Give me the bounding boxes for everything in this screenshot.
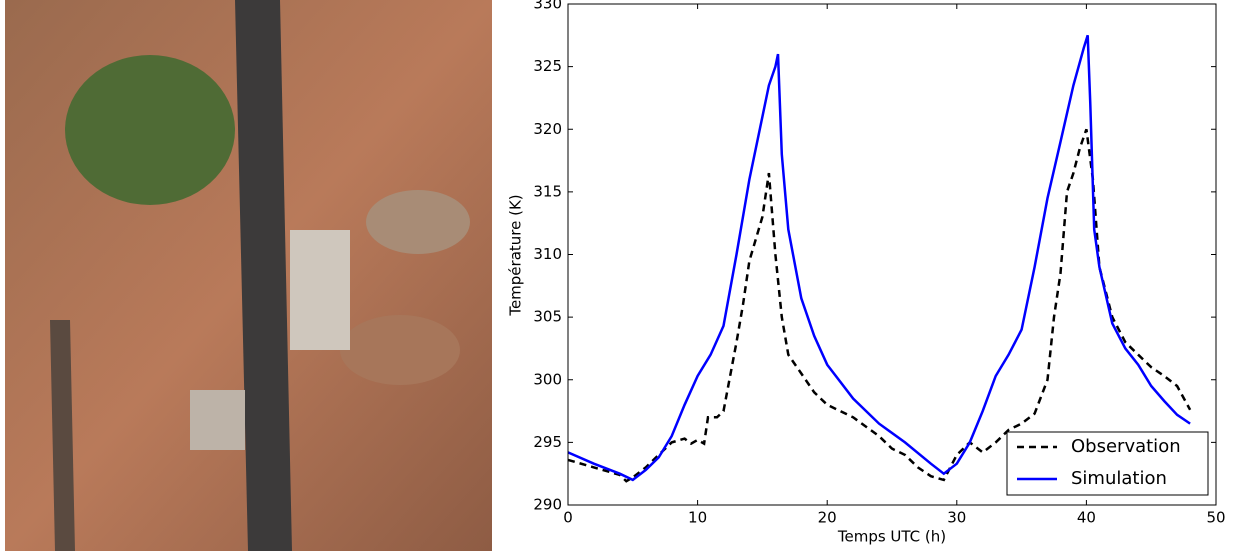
series-line — [567, 128, 1192, 483]
legend: Observation Simulation — [1006, 431, 1209, 496]
y-tick-label: 305 — [533, 308, 562, 326]
white-building — [290, 230, 350, 350]
x-tick-label: 0 — [563, 509, 573, 527]
y-tick-label: 295 — [533, 433, 562, 451]
x-tick-label: 20 — [818, 509, 837, 527]
legend-label: Simulation — [1071, 468, 1167, 489]
y-tick-label: 310 — [533, 245, 562, 263]
main-street — [235, 0, 292, 551]
x-axis-label: Temps UTC (h) — [837, 528, 946, 546]
side-street — [50, 320, 75, 551]
x-tick-label: 40 — [1077, 509, 1096, 527]
x-tick-label: 10 — [688, 509, 707, 527]
y-axis-label: Température (K) — [507, 194, 525, 316]
aerial-photo — [5, 0, 492, 551]
legend-label: Observation — [1071, 436, 1181, 457]
plot-frame — [567, 3, 1217, 506]
y-tick-label: 320 — [533, 120, 562, 138]
y-tick-label: 300 — [533, 370, 562, 388]
y-tick-label: 325 — [533, 57, 562, 75]
round-building — [366, 190, 470, 254]
legend-box — [1006, 431, 1209, 496]
x-tick-label: 30 — [947, 509, 966, 527]
park-trees — [65, 55, 235, 205]
series-line — [567, 34, 1191, 482]
pale-building — [190, 390, 245, 450]
y-tick-label: 315 — [533, 182, 562, 200]
dome-building — [340, 315, 460, 385]
y-tick-label: 290 — [533, 496, 562, 514]
x-tick-label: 50 — [1206, 509, 1225, 527]
y-tick-label: 330 — [533, 0, 562, 13]
